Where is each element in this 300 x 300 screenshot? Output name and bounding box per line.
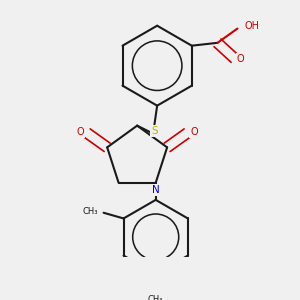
Text: O: O bbox=[236, 53, 244, 64]
Text: CH₃: CH₃ bbox=[148, 295, 164, 300]
Text: O: O bbox=[76, 127, 84, 136]
Text: N: N bbox=[152, 185, 160, 195]
Text: O: O bbox=[190, 127, 198, 136]
Text: CH₃: CH₃ bbox=[82, 207, 98, 216]
Text: S: S bbox=[151, 126, 158, 136]
Text: OH: OH bbox=[244, 21, 260, 31]
